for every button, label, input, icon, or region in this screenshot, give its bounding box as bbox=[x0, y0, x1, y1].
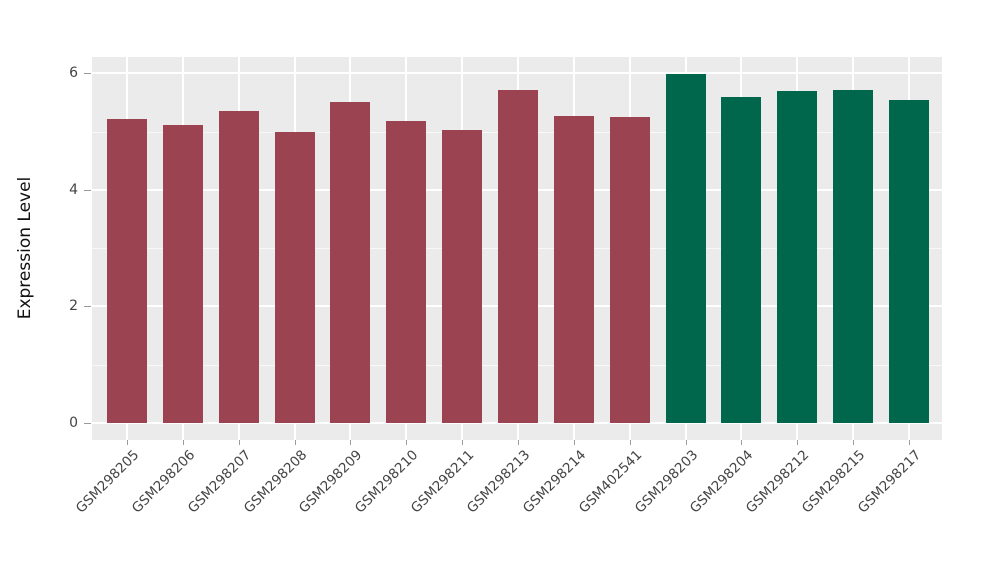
y-tick-mark bbox=[84, 306, 91, 308]
y-tick-mark bbox=[84, 189, 91, 191]
bar-GSM298210 bbox=[386, 120, 427, 423]
bar-GSM298204 bbox=[721, 97, 762, 423]
x-tick-mark bbox=[629, 440, 631, 445]
x-tick-mark bbox=[294, 440, 296, 445]
x-tick-mark bbox=[182, 440, 184, 445]
x-tick-mark bbox=[350, 440, 352, 445]
y-axis-title: Expression Level bbox=[15, 176, 35, 320]
x-tick-mark bbox=[908, 440, 910, 445]
x-tick-mark bbox=[797, 440, 799, 445]
bar-GSM298214 bbox=[553, 115, 594, 423]
y-tick-mark bbox=[84, 73, 91, 75]
x-tick-mark bbox=[573, 440, 575, 445]
y-tick-label: 2 bbox=[69, 298, 78, 315]
bar-GSM298209 bbox=[330, 101, 371, 423]
y-tick-label: 4 bbox=[69, 181, 78, 198]
x-tick-mark bbox=[406, 440, 408, 445]
bar-GSM402541 bbox=[609, 117, 650, 423]
bar-GSM298217 bbox=[888, 100, 929, 423]
x-tick-mark bbox=[238, 440, 240, 445]
bar-GSM298206 bbox=[162, 125, 203, 423]
bar-GSM298203 bbox=[665, 73, 706, 423]
x-tick-mark bbox=[127, 440, 128, 445]
plot-area bbox=[92, 57, 942, 440]
y-tick-mark bbox=[84, 423, 91, 424]
y-tick-label: 6 bbox=[69, 65, 78, 82]
x-tick-mark bbox=[517, 440, 519, 445]
bar-GSM298213 bbox=[497, 89, 538, 423]
bar-GSM298212 bbox=[777, 90, 818, 423]
x-tick-mark bbox=[853, 440, 855, 445]
y-tick-label: 0 bbox=[69, 415, 78, 431]
bar-GSM298215 bbox=[833, 89, 874, 423]
bar-GSM298205 bbox=[107, 119, 147, 423]
x-tick-mark bbox=[685, 440, 687, 445]
x-tick-mark bbox=[462, 440, 464, 445]
bar-GSM298211 bbox=[442, 129, 483, 423]
bar-GSM298208 bbox=[274, 132, 315, 423]
bar-GSM298207 bbox=[218, 110, 259, 423]
x-tick-mark bbox=[741, 440, 743, 445]
